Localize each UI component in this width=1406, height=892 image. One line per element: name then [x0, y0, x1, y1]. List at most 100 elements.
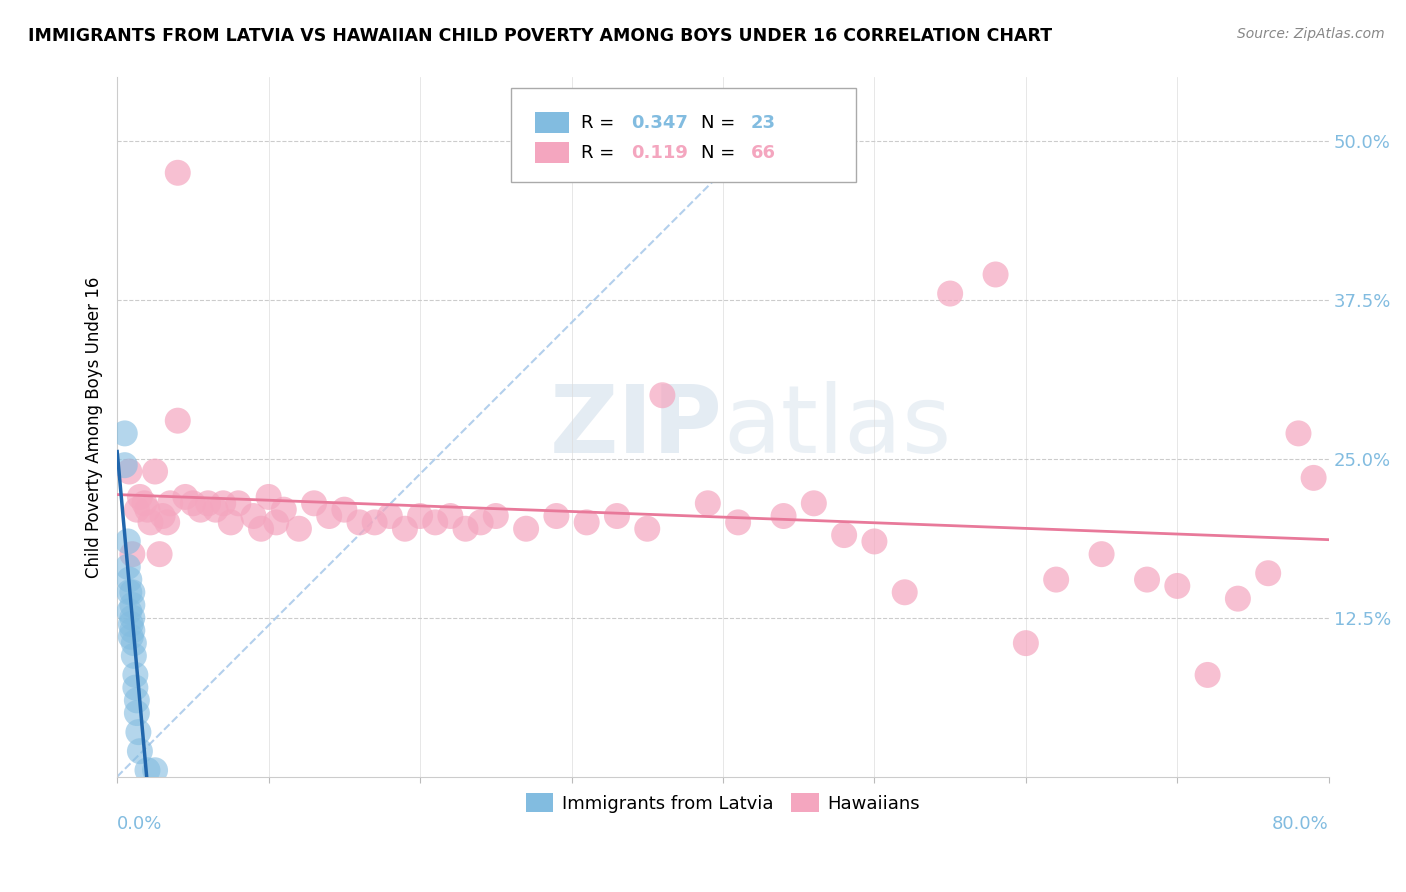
- Point: [257, 490, 280, 504]
- Point: [515, 522, 537, 536]
- Point: [1090, 547, 1112, 561]
- Point: [120, 630, 142, 644]
- Point: [425, 516, 447, 530]
- Point: [264, 516, 287, 530]
- Point: [114, 426, 136, 441]
- Point: [121, 598, 143, 612]
- Point: [121, 611, 143, 625]
- Point: [181, 496, 204, 510]
- Point: [197, 496, 219, 510]
- Point: [606, 508, 628, 523]
- Point: [318, 508, 340, 523]
- Point: [117, 560, 139, 574]
- Text: 0.0%: 0.0%: [117, 815, 163, 833]
- Point: [166, 166, 188, 180]
- Legend: Immigrants from Latvia, Hawaiians: Immigrants from Latvia, Hawaiians: [519, 786, 928, 820]
- Point: [250, 522, 273, 536]
- Point: [1015, 636, 1038, 650]
- Text: atlas: atlas: [723, 381, 952, 473]
- Point: [125, 502, 148, 516]
- Point: [139, 516, 162, 530]
- Point: [1226, 591, 1249, 606]
- Point: [143, 764, 166, 778]
- Point: [893, 585, 915, 599]
- Point: [439, 508, 461, 523]
- Point: [349, 516, 371, 530]
- Point: [122, 648, 145, 663]
- Point: [863, 534, 886, 549]
- Point: [114, 458, 136, 472]
- Point: [984, 268, 1007, 282]
- Point: [118, 585, 141, 599]
- Point: [156, 516, 179, 530]
- Text: N =: N =: [702, 144, 741, 162]
- Point: [378, 508, 401, 523]
- Point: [136, 764, 159, 778]
- Point: [772, 508, 794, 523]
- Point: [212, 496, 235, 510]
- Point: [118, 465, 141, 479]
- Point: [1302, 471, 1324, 485]
- Point: [121, 624, 143, 638]
- Text: R =: R =: [581, 144, 620, 162]
- Point: [134, 496, 156, 510]
- Text: 66: 66: [751, 144, 776, 162]
- Point: [273, 502, 295, 516]
- Point: [409, 508, 432, 523]
- Point: [1045, 573, 1067, 587]
- Point: [1136, 573, 1159, 587]
- Text: Source: ZipAtlas.com: Source: ZipAtlas.com: [1237, 27, 1385, 41]
- Point: [696, 496, 718, 510]
- Bar: [536, 143, 569, 163]
- Text: IMMIGRANTS FROM LATVIA VS HAWAIIAN CHILD POVERTY AMONG BOYS UNDER 16 CORRELATION: IMMIGRANTS FROM LATVIA VS HAWAIIAN CHILD…: [28, 27, 1052, 45]
- Point: [122, 636, 145, 650]
- Text: R =: R =: [581, 114, 620, 132]
- Point: [117, 534, 139, 549]
- Point: [228, 496, 250, 510]
- Point: [129, 744, 152, 758]
- Point: [832, 528, 855, 542]
- Point: [333, 502, 356, 516]
- Point: [159, 496, 181, 510]
- Point: [124, 668, 146, 682]
- Point: [1288, 426, 1310, 441]
- Text: ZIP: ZIP: [550, 381, 723, 473]
- Text: 0.347: 0.347: [631, 114, 688, 132]
- Point: [242, 508, 264, 523]
- Bar: [536, 112, 569, 134]
- Text: 23: 23: [751, 114, 776, 132]
- Point: [394, 522, 416, 536]
- Text: N =: N =: [702, 114, 741, 132]
- FancyBboxPatch shape: [510, 88, 856, 182]
- Point: [546, 508, 568, 523]
- Point: [803, 496, 825, 510]
- Point: [575, 516, 598, 530]
- Point: [302, 496, 325, 510]
- Point: [124, 681, 146, 695]
- Point: [1257, 566, 1279, 581]
- Point: [454, 522, 477, 536]
- Point: [636, 522, 658, 536]
- Point: [288, 522, 311, 536]
- Point: [651, 388, 673, 402]
- Point: [219, 516, 242, 530]
- Point: [125, 706, 148, 720]
- Point: [143, 465, 166, 479]
- Point: [149, 547, 172, 561]
- Point: [129, 490, 152, 504]
- Point: [190, 502, 212, 516]
- Point: [166, 414, 188, 428]
- Point: [1166, 579, 1188, 593]
- Point: [727, 516, 749, 530]
- Text: 0.119: 0.119: [631, 144, 688, 162]
- Point: [118, 604, 141, 618]
- Point: [120, 617, 142, 632]
- Point: [485, 508, 508, 523]
- Text: 80.0%: 80.0%: [1272, 815, 1329, 833]
- Point: [127, 725, 149, 739]
- Point: [125, 693, 148, 707]
- Point: [470, 516, 492, 530]
- Y-axis label: Child Poverty Among Boys Under 16: Child Poverty Among Boys Under 16: [86, 277, 103, 578]
- Point: [939, 286, 962, 301]
- Point: [121, 547, 143, 561]
